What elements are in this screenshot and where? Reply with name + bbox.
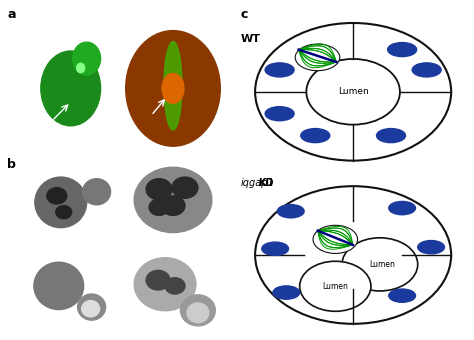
Circle shape	[149, 199, 169, 216]
Ellipse shape	[389, 289, 416, 302]
Circle shape	[47, 188, 67, 204]
Ellipse shape	[162, 73, 184, 103]
Ellipse shape	[301, 129, 330, 143]
Ellipse shape	[41, 51, 100, 126]
Text: iqg1Δ: iqg1Δ	[131, 320, 147, 325]
Ellipse shape	[134, 167, 212, 233]
Text: Lumen: Lumen	[338, 87, 368, 96]
Ellipse shape	[376, 129, 405, 143]
Ellipse shape	[34, 262, 83, 309]
Ellipse shape	[412, 63, 441, 77]
Text: a: a	[7, 8, 16, 21]
Ellipse shape	[181, 295, 215, 326]
Ellipse shape	[187, 303, 209, 323]
Ellipse shape	[313, 225, 357, 253]
Circle shape	[306, 59, 400, 125]
Text: iqg1Δ: iqg1Δ	[27, 320, 43, 325]
Ellipse shape	[277, 205, 304, 218]
Ellipse shape	[418, 240, 445, 254]
Circle shape	[342, 238, 418, 291]
Text: Lumen: Lumen	[322, 282, 348, 291]
Circle shape	[146, 270, 170, 290]
Ellipse shape	[388, 42, 417, 57]
Text: c: c	[241, 8, 248, 21]
Text: WT: WT	[100, 170, 110, 175]
Text: b: b	[7, 158, 16, 171]
Circle shape	[165, 278, 185, 294]
Circle shape	[161, 196, 185, 216]
Ellipse shape	[295, 44, 340, 71]
Ellipse shape	[265, 107, 294, 121]
Ellipse shape	[262, 242, 289, 255]
Ellipse shape	[134, 258, 196, 311]
Ellipse shape	[82, 301, 100, 317]
Ellipse shape	[265, 63, 294, 77]
Text: WT: WT	[241, 34, 261, 44]
Ellipse shape	[126, 31, 220, 146]
Ellipse shape	[77, 63, 85, 73]
Circle shape	[172, 177, 198, 198]
Ellipse shape	[78, 294, 106, 320]
Title: Human: Human	[159, 11, 187, 20]
Ellipse shape	[164, 41, 182, 130]
Text: Lumen: Lumen	[369, 260, 395, 269]
Ellipse shape	[73, 42, 100, 75]
Circle shape	[56, 206, 72, 219]
Circle shape	[300, 261, 371, 311]
Ellipse shape	[82, 179, 110, 205]
Circle shape	[146, 179, 172, 200]
Ellipse shape	[273, 286, 300, 299]
Ellipse shape	[389, 201, 416, 215]
Ellipse shape	[35, 177, 87, 228]
Text: KD: KD	[258, 178, 273, 188]
Text: iqg1Δ: iqg1Δ	[199, 170, 215, 175]
Title: Yeast: Yeast	[59, 11, 79, 20]
Text: iqgap1: iqgap1	[241, 178, 274, 188]
